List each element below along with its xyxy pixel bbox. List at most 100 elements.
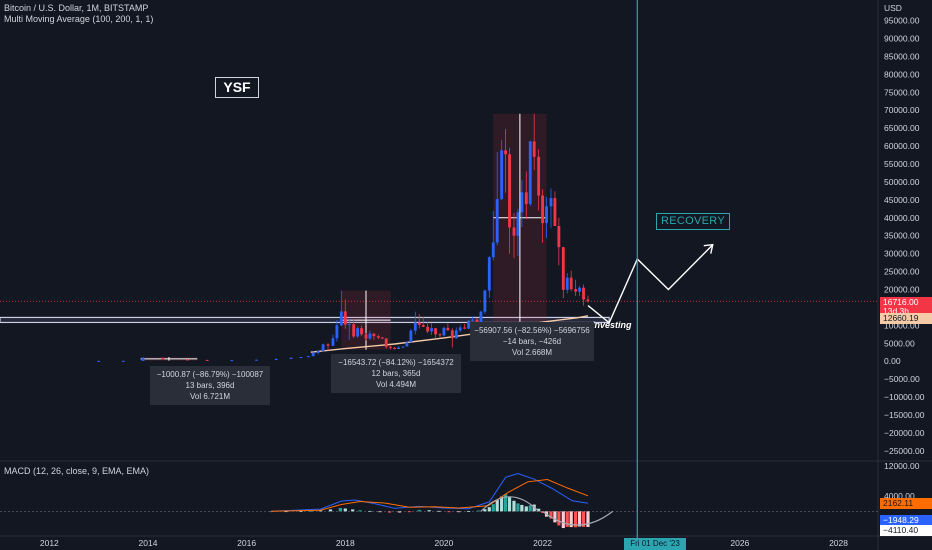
recovery-label: RECOVERY xyxy=(656,213,730,230)
macd-hist-bar-44 xyxy=(574,511,578,528)
price-tick-label: 5000.00 xyxy=(884,338,915,348)
candle-body-64 xyxy=(528,141,532,205)
macd-hist-bar-45 xyxy=(577,511,582,527)
candle-body-35 xyxy=(409,330,413,343)
macd-hist-bar-40 xyxy=(557,511,561,526)
support-band xyxy=(0,300,878,324)
candle-body-78 xyxy=(586,299,590,302)
candle-body-50 xyxy=(471,319,474,321)
candle-body-74 xyxy=(569,277,573,290)
support-band-rect xyxy=(0,316,610,324)
macd-hist-bar-20 xyxy=(466,511,471,512)
macd-arc-1 xyxy=(480,496,540,512)
macd-hist-bar-23 xyxy=(487,507,491,512)
macd-hist-bar-27 xyxy=(503,494,508,512)
candle-body-44 xyxy=(446,327,450,331)
candle-body-48 xyxy=(463,327,467,329)
macd-tick-label: 12000.00 xyxy=(884,461,920,471)
macd-hist-bar-43 xyxy=(569,511,573,528)
candle-body-68 xyxy=(545,206,548,224)
projection-arrowhead xyxy=(703,243,714,254)
macd-hist-bar-25 xyxy=(495,500,499,512)
macd-hist-bar-2 xyxy=(299,511,303,512)
candle-body-27 xyxy=(376,336,380,338)
macd-hist-bar-17 xyxy=(437,510,441,512)
price-tick-label: 80000.00 xyxy=(884,69,920,79)
macd-hist-bar-1 xyxy=(284,511,288,513)
candle-body-16 xyxy=(331,338,335,346)
macd-hist-bar-42 xyxy=(565,511,569,527)
candle-body-59 xyxy=(508,154,511,228)
macd-hist-bar-28 xyxy=(507,497,512,512)
candle-body-20 xyxy=(347,324,351,326)
candle-body-3 xyxy=(161,357,165,360)
candle-body-53 xyxy=(483,290,487,312)
axes: 95000.00 90000.00 85000.00 80000.00 75000.00… xyxy=(40,3,925,548)
candle-body-63 xyxy=(524,192,528,205)
candle-body-6 xyxy=(230,360,234,362)
candle-body-66 xyxy=(537,156,541,196)
price-tick-label: 25000.00 xyxy=(884,267,920,277)
candle-body-54 xyxy=(487,257,491,291)
candle-body-69 xyxy=(549,198,553,207)
candle-body-60 xyxy=(512,227,516,236)
price-tick-label: 90000.00 xyxy=(884,33,920,43)
macd-signal-tag: −1948.29 xyxy=(880,515,932,526)
macd-hist-bar-7 xyxy=(343,508,347,512)
candle-body-1 xyxy=(121,360,125,362)
candle-body-5 xyxy=(205,359,209,361)
price-tick-label: 55000.00 xyxy=(884,159,920,169)
candle-body-72 xyxy=(561,247,565,290)
time-tick-label: 2014 xyxy=(139,538,158,548)
macd-hist-bar-16 xyxy=(427,510,431,512)
candle-body-13 xyxy=(316,351,320,353)
price-tick-label: −20000.00 xyxy=(884,428,925,438)
macd-hist-bar-15 xyxy=(417,509,421,512)
price-tick-label: 30000.00 xyxy=(884,249,920,259)
candle-body-61 xyxy=(516,212,520,236)
candlestick-series xyxy=(97,113,590,362)
ma-value-tag: 12660.19 xyxy=(880,313,932,324)
macd-hist-bar-19 xyxy=(457,511,461,513)
candle-body-37 xyxy=(417,322,421,325)
macd-line xyxy=(271,472,589,512)
macd-hist-bar-41 xyxy=(561,511,565,529)
candle-body-29 xyxy=(384,338,388,347)
price-tick-label: 35000.00 xyxy=(884,231,920,241)
price-tick-label: −25000.00 xyxy=(884,446,925,456)
current-price-tag: 16716.00 xyxy=(880,297,932,308)
macd-hist-bar-38 xyxy=(549,511,553,519)
macd-panel xyxy=(0,472,878,529)
macd-hist-bar-32 xyxy=(524,506,528,512)
measure-1-line-3: Vol 6.721M xyxy=(189,392,231,401)
candle-body-0 xyxy=(97,360,101,362)
countdown-tag: 13d 3h xyxy=(880,306,932,317)
price-tick-label: 70000.00 xyxy=(884,105,920,115)
candle-body-62 xyxy=(520,192,524,213)
measure-3-line-3: Vol 2.668M xyxy=(511,348,553,357)
macd-hist-bar-5 xyxy=(328,509,333,512)
price-tick-label: 75000.00 xyxy=(884,87,920,97)
candle-body-42 xyxy=(438,334,442,336)
price-tick-label: 20000.00 xyxy=(884,284,920,294)
candle-body-55 xyxy=(491,242,495,258)
candle-body-2 xyxy=(141,357,145,361)
macd-hist-bar-47 xyxy=(586,511,590,527)
time-tick-label: 2018 xyxy=(336,538,355,548)
macd-hist-bar-39 xyxy=(553,511,557,523)
measure-box-3: −56907.56 (−82.56%) −5696756 −14 bars, −… xyxy=(470,322,594,361)
candle-body-23 xyxy=(360,328,363,335)
price-tick-label: 50000.00 xyxy=(884,177,920,187)
measure-1-line-2: 13 bars, 396d xyxy=(185,381,235,390)
price-tick-label: 45000.00 xyxy=(884,195,920,205)
candle-body-12 xyxy=(311,352,315,357)
investing-label: Investing xyxy=(592,320,632,330)
candle-body-49 xyxy=(467,320,471,329)
time-tick-label: 2028 xyxy=(829,538,848,548)
candle-body-11 xyxy=(306,356,310,358)
measure-3-line-1: −56907.56 (−82.56%) −5696756 xyxy=(474,326,590,335)
macd-hist-bar-3 xyxy=(309,510,313,512)
candle-body-71 xyxy=(557,226,561,248)
candle-body-46 xyxy=(454,330,458,339)
